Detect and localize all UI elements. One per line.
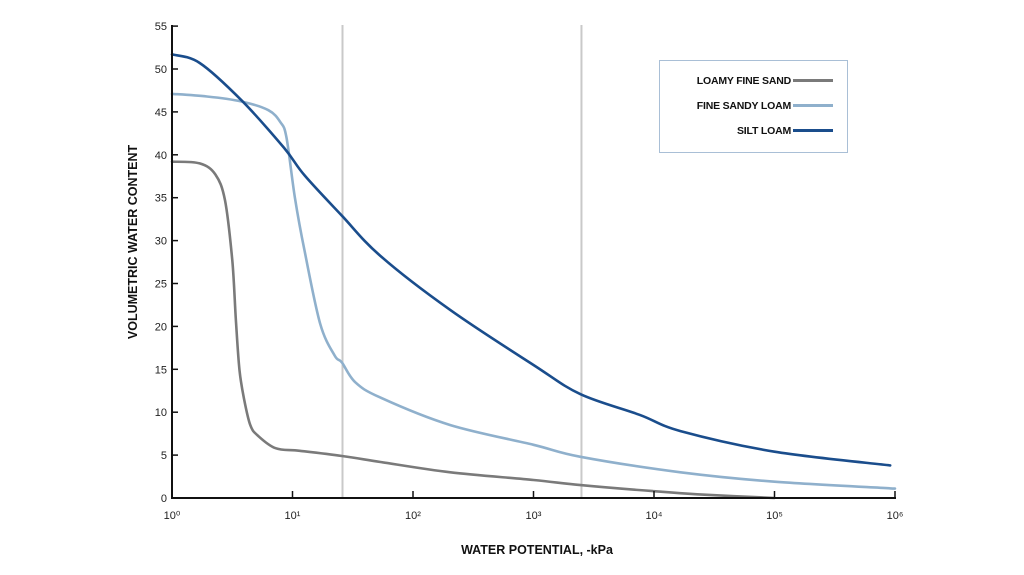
x-axis-title: WATER POTENTIAL, -kPa bbox=[461, 543, 614, 557]
reference-lines bbox=[341, 25, 583, 498]
legend-swatch bbox=[793, 79, 833, 82]
x-tick-label: 10³ bbox=[526, 510, 542, 522]
x-tick-label: 10⁰ bbox=[164, 510, 181, 522]
curve-silt-loam bbox=[170, 53, 892, 467]
x-axis-ticks: 10⁰ 10¹ 10² 10³ 10⁴ 10⁵ 10⁶ bbox=[164, 491, 904, 522]
y-tick-label: 30 bbox=[155, 236, 167, 248]
legend-label: SILT LOAM bbox=[737, 125, 791, 137]
y-tick-label: 5 bbox=[161, 450, 167, 462]
y-tick-label: 40 bbox=[155, 150, 167, 162]
y-tick-label: 55 bbox=[155, 21, 167, 33]
y-tick-label: 50 bbox=[155, 64, 167, 76]
legend-label: FINE SANDY LOAM bbox=[696, 100, 791, 112]
y-tick-label: 35 bbox=[155, 193, 167, 205]
y-tick-label: 45 bbox=[155, 107, 167, 119]
curve-loamy-fine-sand bbox=[170, 160, 776, 500]
legend-swatch bbox=[793, 129, 833, 132]
x-tick-label: 10⁴ bbox=[646, 510, 663, 522]
x-tick-label: 10⁵ bbox=[766, 510, 783, 522]
y-tick-label: 15 bbox=[155, 364, 167, 376]
y-tick-label: 20 bbox=[155, 321, 167, 333]
x-tick-label: 10¹ bbox=[285, 510, 301, 522]
curves bbox=[170, 53, 897, 500]
legend-swatch bbox=[793, 104, 833, 107]
legend-item-loamy-fine-sand: LOAMY FINE SAND bbox=[660, 73, 847, 89]
legend-label: LOAMY FINE SAND bbox=[696, 75, 791, 87]
y-tick-label: 0 bbox=[161, 493, 167, 505]
curve-fine-sandy-loam bbox=[170, 92, 897, 490]
x-tick-label: 10² bbox=[405, 510, 421, 522]
legend-item-silt-loam: SILT LOAM bbox=[660, 123, 847, 139]
y-tick-label: 10 bbox=[155, 407, 167, 419]
y-axis-ticks: 0 5 10 15 20 25 30 35 40 45 50 55 bbox=[155, 21, 178, 505]
y-tick-label: 25 bbox=[155, 279, 167, 291]
x-tick-label: 10⁶ bbox=[887, 510, 904, 522]
legend-item-fine-sandy-loam: FINE SANDY LOAM bbox=[660, 98, 847, 114]
legend: LOAMY FINE SAND FINE SANDY LOAM SILT LOA… bbox=[659, 60, 848, 153]
y-axis-title: VOLUMETRIC WATER CONTENT bbox=[126, 145, 140, 340]
